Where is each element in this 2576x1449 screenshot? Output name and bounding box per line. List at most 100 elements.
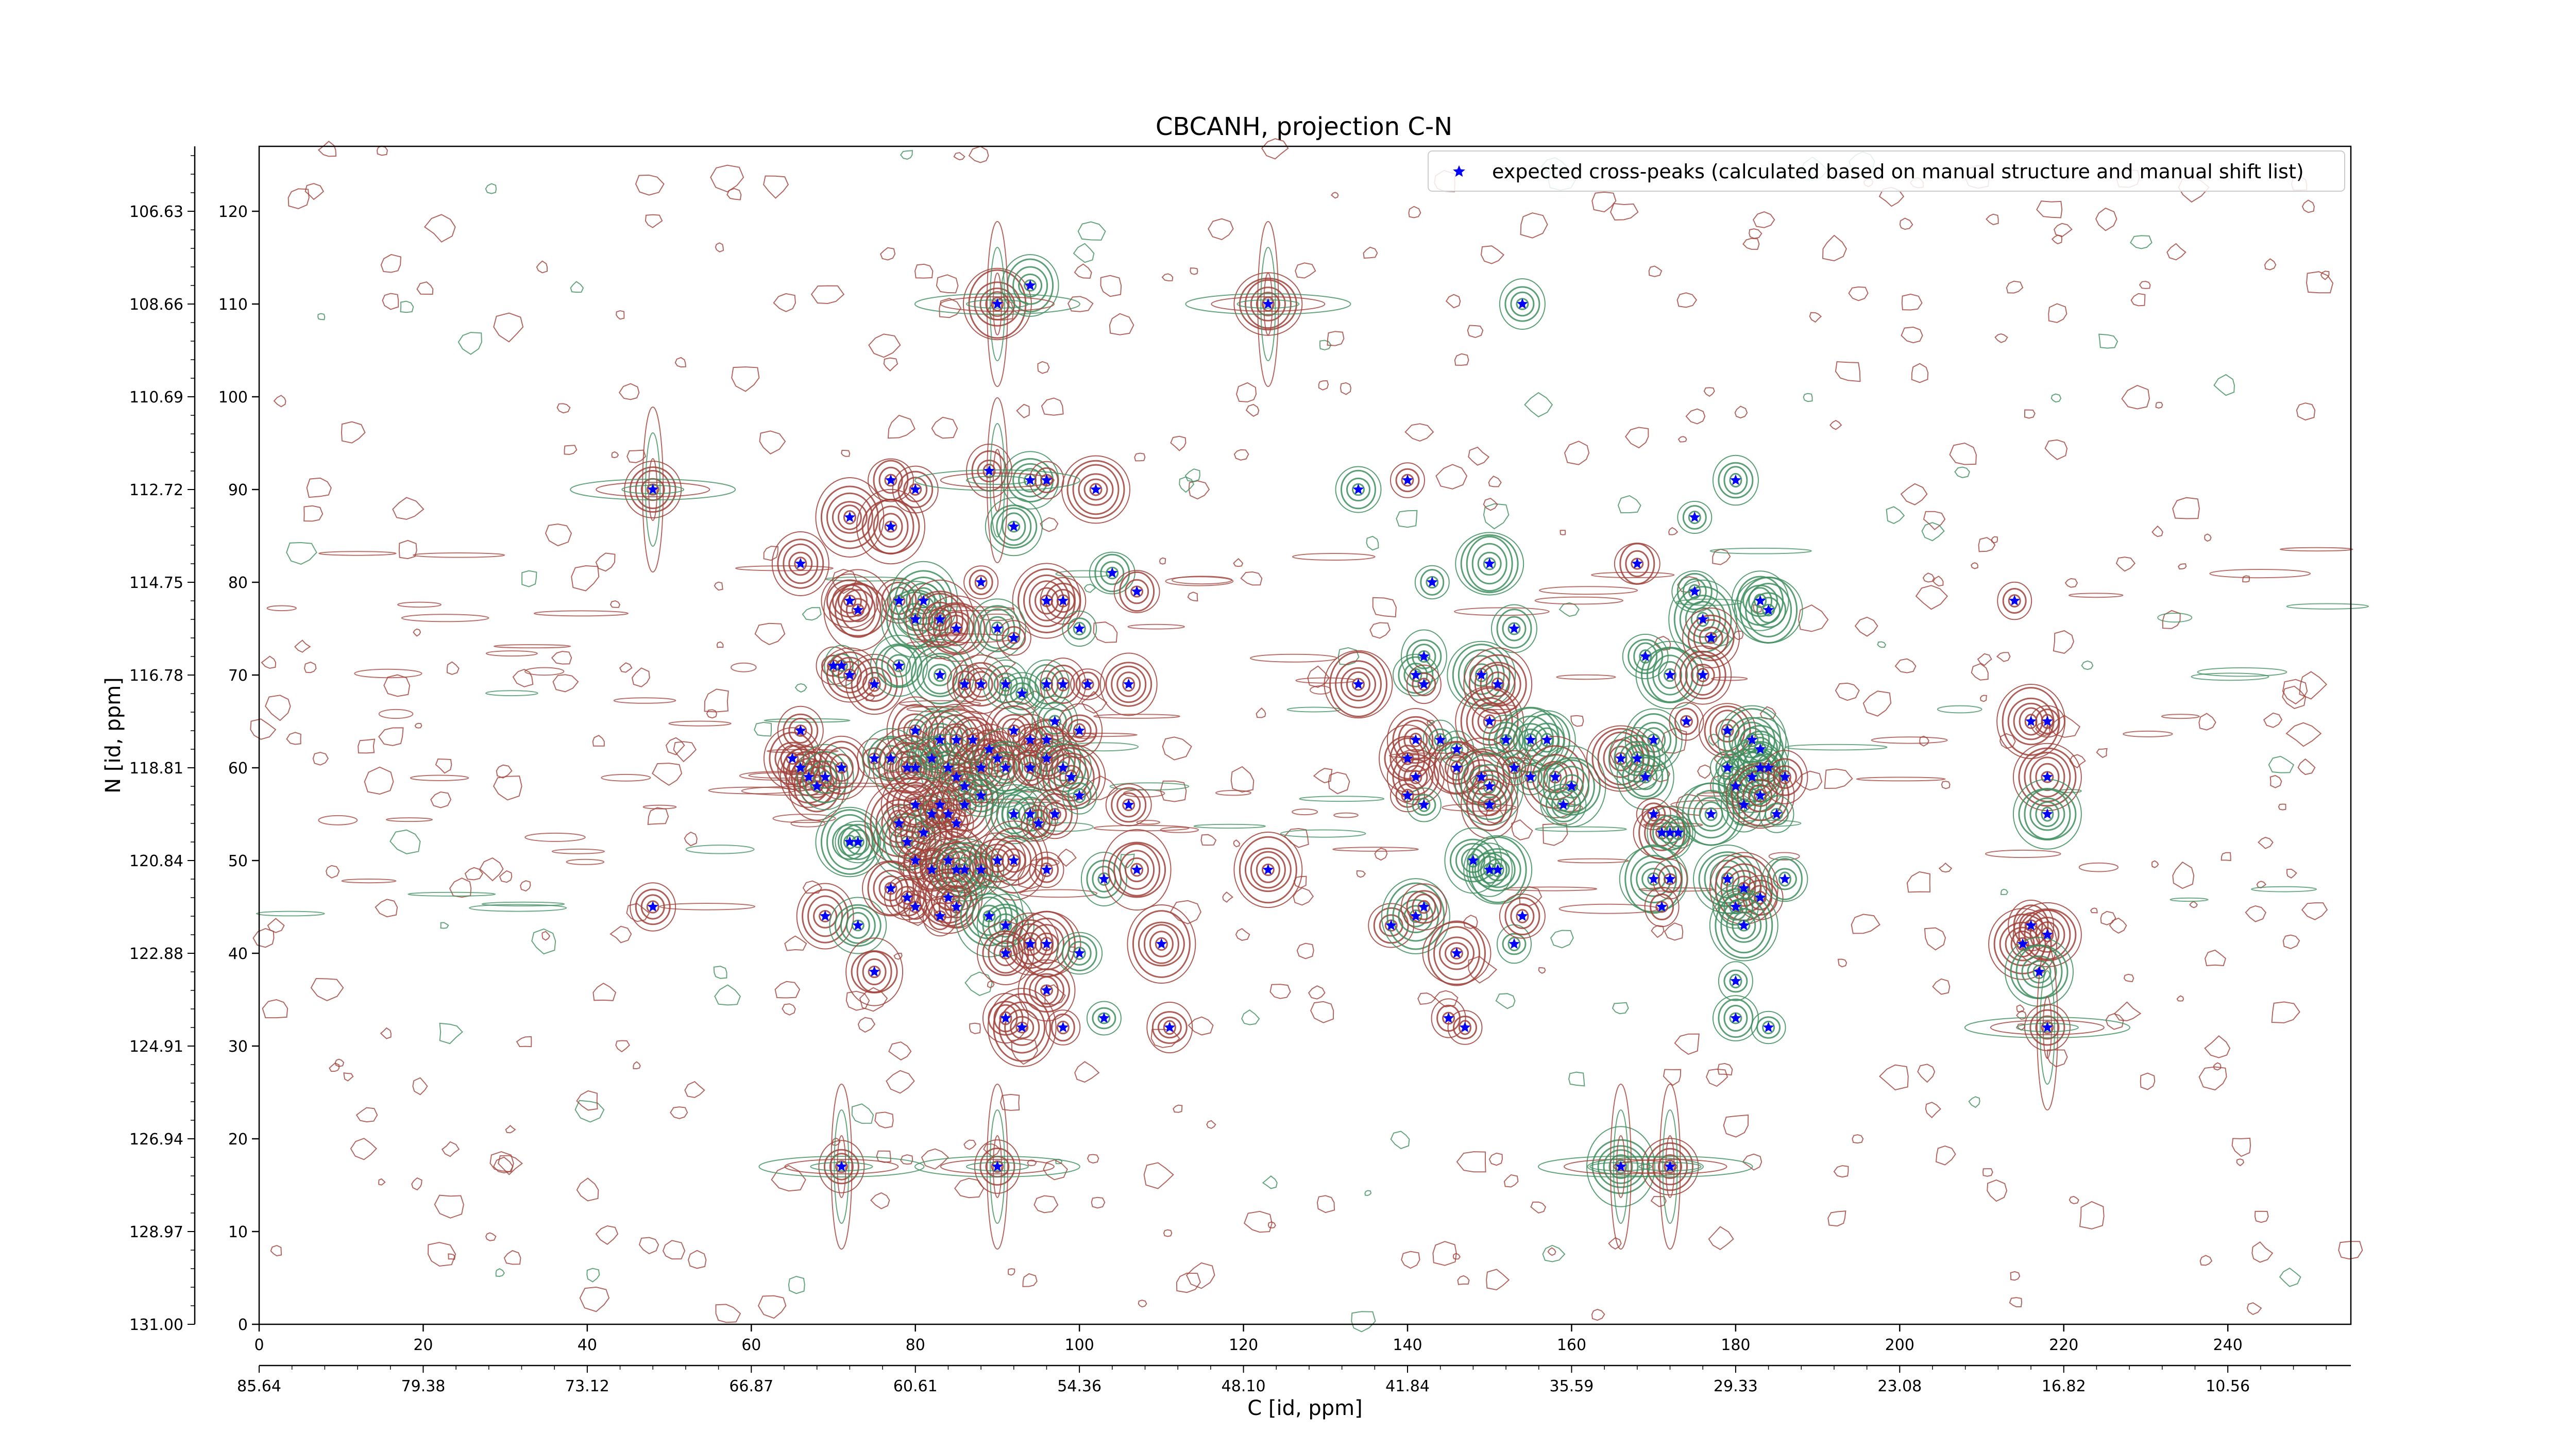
- cross-peak-marker: [1041, 984, 1053, 996]
- noise-contour: [1401, 1251, 1420, 1269]
- cross-peak-marker: [795, 558, 806, 569]
- streak-contour: [986, 1084, 1008, 1250]
- peak-contour: [886, 777, 945, 833]
- noise-contour: [1608, 1237, 1622, 1250]
- peak-contour: [1409, 733, 1422, 747]
- peak-contour: [1633, 642, 1658, 671]
- peak-contour: [1029, 973, 1064, 1008]
- noise-contour: [541, 931, 551, 941]
- cross-peak-marker: [1722, 873, 1733, 884]
- cross-peak-marker: [647, 901, 658, 912]
- noise-contour: [609, 600, 621, 608]
- peak-contour: [969, 569, 993, 595]
- peak-contour: [1002, 848, 1026, 873]
- peak-contour: [851, 658, 898, 711]
- noise-contour: [794, 683, 807, 693]
- cross-peak-marker: [1779, 873, 1791, 884]
- cross-peak-marker: [1008, 520, 1020, 532]
- noise-contour: [400, 300, 414, 313]
- peak-contour: [996, 507, 1032, 546]
- cross-peak-marker: [1557, 799, 1569, 810]
- ridge-contour: [551, 848, 605, 854]
- peak-contour: [1127, 904, 1196, 984]
- streak-contour: [1662, 1109, 1678, 1224]
- noise-contour: [1417, 992, 1436, 1005]
- noise-contour: [430, 791, 452, 808]
- peak-contour: [1586, 1126, 1655, 1207]
- noise-contour: [2114, 1001, 2142, 1021]
- noise-contour: [1363, 246, 1378, 259]
- peak-contour: [1751, 592, 1787, 628]
- peak-contour: [1105, 783, 1152, 827]
- peak-contour: [1412, 672, 1436, 697]
- peak-contour: [1677, 501, 1713, 534]
- ridge-contour: [1093, 824, 1190, 832]
- peak-contour: [1608, 1154, 1633, 1179]
- cross-peak-marker: [967, 734, 978, 745]
- peak-contour: [1239, 836, 1297, 904]
- ridge-contour: [1481, 704, 1518, 711]
- peak-contour: [976, 894, 1035, 957]
- peak-contour: [2029, 1009, 2065, 1046]
- cross-peak-marker: [2009, 595, 2020, 606]
- peak-contour: [985, 497, 1043, 557]
- peak-contour: [889, 561, 958, 641]
- x-ppm-tick-label: 54.36: [1057, 1377, 1101, 1395]
- noise-contour: [1134, 452, 1146, 462]
- peak-contour: [1726, 870, 1762, 907]
- noise-contour: [2236, 1158, 2245, 1167]
- x-index-tick-label: 200: [1885, 1336, 1914, 1354]
- noise-contour: [1833, 1165, 1849, 1178]
- peak-contour: [987, 988, 1057, 1067]
- peak-contour: [1250, 287, 1286, 322]
- peak-contour: [826, 814, 873, 870]
- plot-frame: [258, 145, 2352, 1325]
- peak-contour: [895, 886, 920, 909]
- cross-peak-marker: [1525, 771, 1536, 782]
- peak-contour: [933, 603, 980, 654]
- peak-contour: [2035, 801, 2060, 828]
- noise-contour: [713, 966, 727, 979]
- peak-contour: [868, 677, 881, 692]
- peak-contour: [1459, 1020, 1471, 1035]
- streak-contour: [645, 432, 661, 547]
- peak-contour: [1723, 466, 1748, 495]
- peak-contour: [1715, 892, 1773, 959]
- streak-contour: [831, 1084, 853, 1250]
- noise-contour: [2204, 1035, 2231, 1058]
- peak-contour: [1061, 935, 1097, 971]
- cross-peak-marker: [2042, 929, 2053, 940]
- peak-contour: [1756, 1016, 1781, 1039]
- peak-contour: [1001, 786, 1059, 842]
- noise-contour: [754, 622, 786, 645]
- peak-contour: [1346, 671, 1370, 698]
- noise-contour: [520, 880, 531, 892]
- peak-contour: [1395, 468, 1420, 493]
- noise-contour: [1921, 522, 1945, 542]
- peak-contour: [1537, 745, 1606, 828]
- x-index-tick-label: 60: [741, 1336, 761, 1354]
- x-index-tick-label: 180: [1721, 1336, 1750, 1354]
- noise-contour: [398, 540, 417, 560]
- cross-peak-marker: [836, 762, 848, 773]
- cross-peak-marker: [1024, 474, 1036, 485]
- ridge-contour: [764, 718, 851, 723]
- noise-contour: [1886, 506, 1905, 525]
- streak-contour: [758, 1156, 925, 1177]
- peak-contour: [922, 896, 958, 937]
- cross-peak-marker: [1738, 799, 1750, 810]
- cross-peak-marker: [1648, 808, 1659, 819]
- peak-contour: [2018, 788, 2077, 840]
- cross-peak-marker: [844, 669, 856, 680]
- expected-cross-peaks: [647, 279, 2053, 1172]
- noise-contour: [1027, 1159, 1037, 1167]
- cross-peak-marker: [836, 660, 848, 671]
- peak-contour: [1754, 788, 1767, 803]
- noise-contour: [2069, 1195, 2079, 1205]
- peak-contour: [974, 788, 988, 803]
- peak-contour: [1083, 478, 1108, 501]
- noise-contour: [802, 607, 822, 621]
- noise-contour: [1835, 361, 1861, 382]
- noise-contour: [389, 829, 421, 854]
- noise-contour: [1663, 1069, 1682, 1086]
